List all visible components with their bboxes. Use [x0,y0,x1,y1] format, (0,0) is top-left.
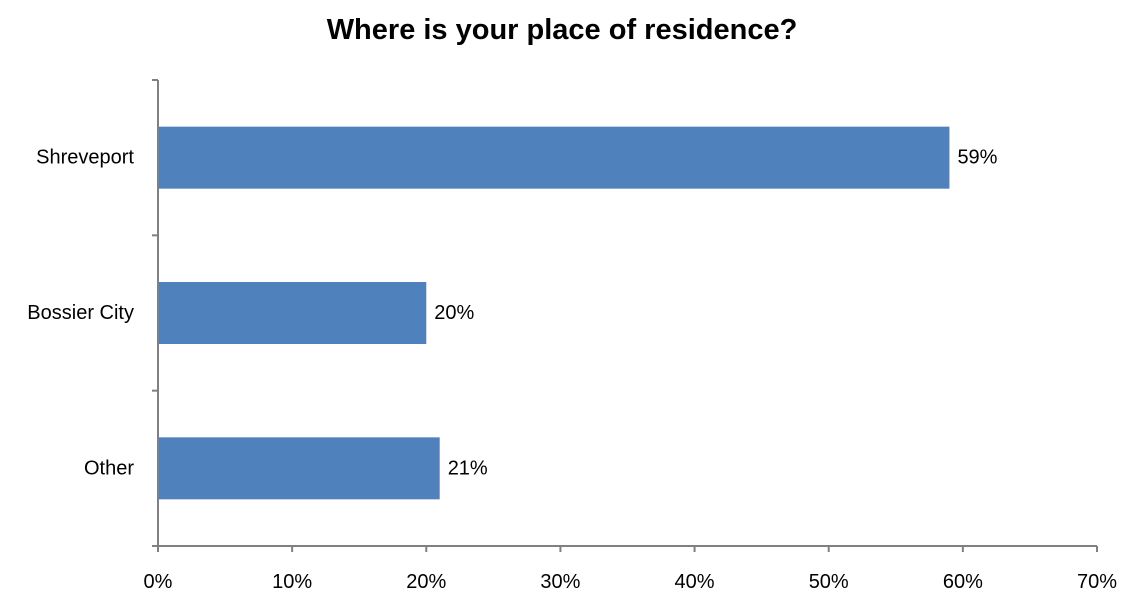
bar [158,437,440,500]
data-label: 20% [434,302,474,324]
y-tick-label: Shreveport [36,147,134,169]
bar [158,126,950,189]
data-label: 21% [448,457,488,479]
chart-title: Where is your place of residence? [326,14,798,46]
bar [158,282,427,344]
x-tick-label: 0% [144,571,173,593]
x-tick-label: 30% [540,571,580,593]
y-tick-label: Other [84,457,134,479]
data-label: 59% [957,147,997,169]
x-tick-label: 20% [406,571,446,593]
x-tick-label: 10% [272,571,312,593]
x-tick-label: 70% [1077,571,1117,593]
x-tick-label: 40% [675,571,715,593]
y-tick-label: Bossier City [27,302,134,324]
x-tick-label: 50% [809,571,849,593]
x-tick-label: 60% [943,571,983,593]
